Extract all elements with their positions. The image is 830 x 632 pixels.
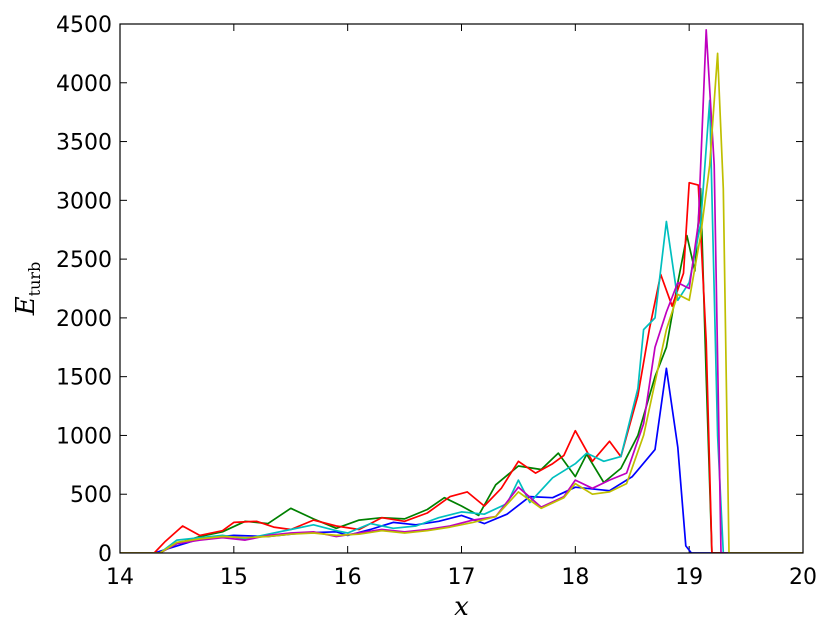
y-tick-label: 2500 [56,248,112,273]
series-line-6 [120,52,803,553]
x-axis-label: x [454,592,469,622]
y-tick-label: 1000 [56,424,112,449]
labels-layer: 14 15 16 17 18 19 20 0 500 1000 1500 2000 2500 3000 35… [11,13,817,622]
x-tick-label: 15 [220,565,248,590]
ticks-layer [119,23,804,554]
series-layer [120,29,803,553]
y-tick-label: 500 [70,483,112,508]
plot-frame [119,23,804,554]
x-tick-label: 16 [334,565,362,590]
x-tick-label: 19 [675,565,703,590]
series-line-1 [120,367,803,553]
x-tick-label: 20 [789,565,817,590]
y-tick-label: 1500 [56,366,112,391]
series-line-5 [120,29,803,553]
y-tick-label: 3500 [56,131,112,156]
x-tick-label: 17 [448,565,476,590]
y-tick-label: 0 [98,542,112,567]
series-line-4 [120,99,803,553]
y-tick-label: 3000 [56,189,112,214]
x-tick-label: 18 [561,565,589,590]
x-tick-label: 14 [106,565,134,590]
y-axis-label: Eturb [11,262,44,317]
y-tick-label: 4500 [56,13,112,38]
y-axis-label-subscript: turb [25,262,44,297]
y-axis-label-main: E [11,296,41,316]
y-tick-label: 4000 [56,72,112,97]
y-tick-label: 2000 [56,307,112,332]
